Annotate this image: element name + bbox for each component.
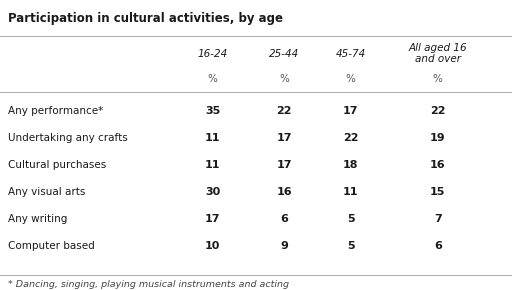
Text: 11: 11 [205,133,220,143]
Text: Any performance*: Any performance* [8,106,103,116]
Text: 16-24: 16-24 [197,49,228,59]
Text: 22: 22 [430,106,445,116]
Text: 30: 30 [205,187,220,197]
Text: 11: 11 [343,187,358,197]
Text: 7: 7 [434,214,442,224]
Text: 10: 10 [205,241,220,251]
Text: %: % [433,74,443,84]
Text: 9: 9 [280,241,288,251]
Text: 18: 18 [343,160,358,170]
Text: 6: 6 [434,241,442,251]
Text: %: % [207,74,218,84]
Text: Cultural purchases: Cultural purchases [8,160,106,170]
Text: 17: 17 [276,133,292,143]
Text: 17: 17 [205,214,220,224]
Text: 35: 35 [205,106,220,116]
Text: 5: 5 [347,241,354,251]
Text: 11: 11 [205,160,220,170]
Text: 22: 22 [343,133,358,143]
Text: 5: 5 [347,214,354,224]
Text: 45-74: 45-74 [335,49,366,59]
Text: Undertaking any crafts: Undertaking any crafts [8,133,127,143]
Text: 16: 16 [276,187,292,197]
Text: * Dancing, singing, playing musical instruments and acting: * Dancing, singing, playing musical inst… [8,280,289,289]
Text: 19: 19 [430,133,445,143]
Text: 6: 6 [280,214,288,224]
Text: 16: 16 [430,160,445,170]
Text: Computer based: Computer based [8,241,94,251]
Text: %: % [279,74,289,84]
Text: All aged 16
and over: All aged 16 and over [409,43,467,64]
Text: 25-44: 25-44 [269,49,300,59]
Text: Participation in cultural activities, by age: Participation in cultural activities, by… [8,12,283,25]
Text: %: % [346,74,356,84]
Text: 17: 17 [276,160,292,170]
Text: Any writing: Any writing [8,214,67,224]
Text: Any visual arts: Any visual arts [8,187,85,197]
Text: 22: 22 [276,106,292,116]
Text: 17: 17 [343,106,358,116]
Text: 15: 15 [430,187,445,197]
